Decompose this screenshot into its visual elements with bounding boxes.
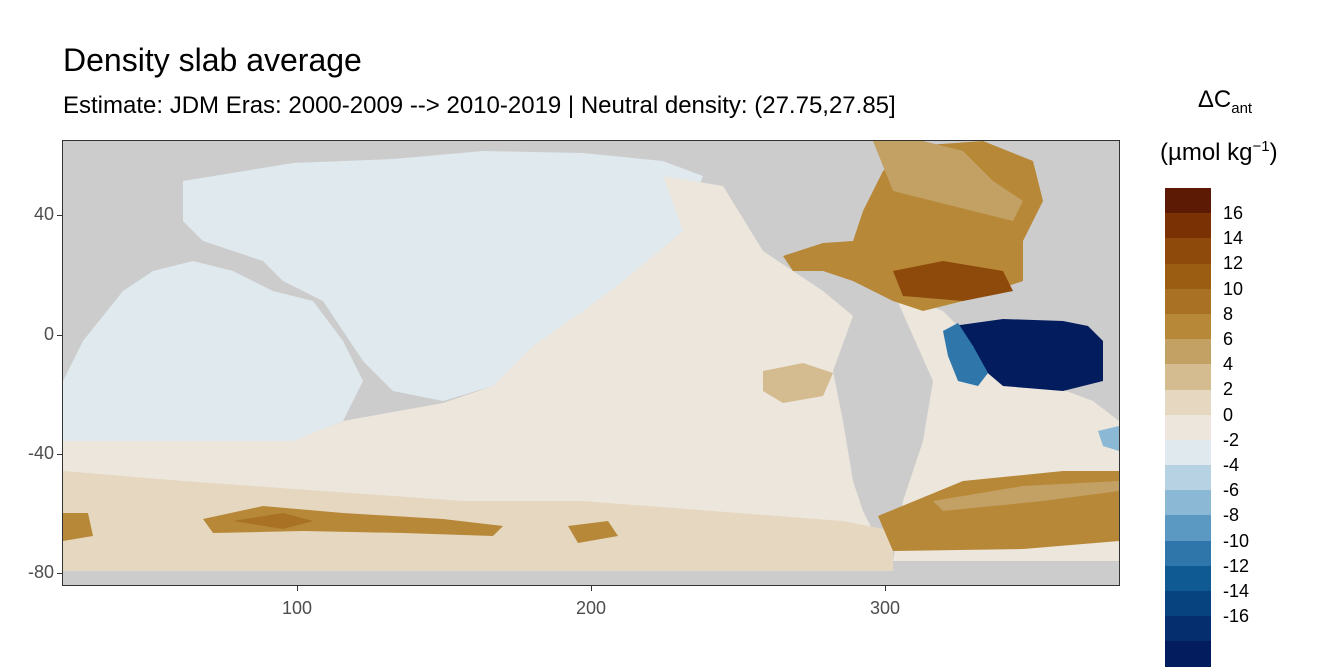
legend-label: 2 — [1223, 379, 1234, 400]
southern-ocean-patch-central — [203, 506, 503, 536]
legend-label: 12 — [1223, 253, 1244, 274]
indian-ocean-region — [63, 261, 363, 441]
y-tickmark — [57, 335, 62, 336]
y-tick-neg80: -80 — [27, 562, 54, 582]
legend-swatch — [1165, 414, 1211, 440]
x-tick-200: 200 — [575, 598, 607, 618]
legend-title-sub: ant — [1231, 99, 1253, 117]
legend-label: 6 — [1223, 329, 1234, 349]
legend-label: -12 — [1223, 555, 1250, 576]
legend-swatch — [1165, 339, 1211, 365]
chart-title: Density slab average — [63, 42, 362, 78]
southern-ocean-patch-west — [63, 513, 93, 541]
legend-swatch — [1165, 238, 1211, 264]
legend-unit-post: ) — [1269, 139, 1278, 166]
legend-swatch — [1165, 389, 1211, 415]
legend-label: -16 — [1223, 606, 1250, 627]
legend-swatch — [1165, 490, 1211, 516]
legend-swatch — [1165, 565, 1211, 591]
y-tick-neg40: -40 — [27, 443, 54, 463]
legend-swatch — [1165, 288, 1211, 314]
legend-label: 14 — [1223, 228, 1244, 249]
y-tickmark — [57, 215, 62, 216]
cape-blue-patch — [1098, 426, 1119, 451]
y-tickmark — [57, 573, 62, 574]
legend-label: -2 — [1223, 429, 1240, 450]
chart-subtitle: Estimate: JDM Eras: 2000-2009 --> 2010-2… — [63, 92, 896, 119]
tropical-atlantic-negative — [953, 319, 1103, 391]
legend-swatch — [1165, 313, 1211, 340]
y-tick-40: 40 — [33, 204, 54, 224]
legend-title-main: ΔC — [1197, 86, 1232, 113]
legend-unit: (µmol kg−1) — [1160, 138, 1320, 167]
map-svg — [63, 141, 1119, 571]
legend-unit-sup: −1 — [1252, 138, 1270, 155]
legend-swatch — [1165, 591, 1211, 617]
legend-swatch — [1165, 364, 1211, 390]
x-tickmark — [591, 586, 592, 591]
legend-label: 0 — [1223, 404, 1234, 425]
southern-ocean-patch-dark — [233, 513, 313, 529]
legend-swatch — [1165, 439, 1211, 466]
legend-label: 8 — [1223, 303, 1234, 324]
south-pacific-region — [63, 176, 883, 571]
legend-label: -4 — [1223, 455, 1240, 475]
map-panel — [62, 140, 1120, 586]
north-atlantic-dark-core — [893, 261, 1013, 301]
y-tick-0: 0 — [43, 324, 54, 344]
south-pacific-brown-blob — [763, 363, 833, 403]
north-pacific-region — [183, 151, 703, 401]
south-atlantic-light-band — [933, 481, 1119, 511]
y-tickmark — [57, 454, 62, 455]
legend-colorbar — [1165, 188, 1211, 667]
legend-swatch — [1165, 465, 1211, 491]
legend-swatch — [1165, 515, 1211, 541]
legend-swatch — [1165, 641, 1211, 667]
legend-label: 10 — [1223, 278, 1244, 299]
legend-label: -14 — [1223, 581, 1250, 601]
x-tick-100: 100 — [281, 598, 313, 618]
legend-swatch — [1165, 188, 1211, 214]
legend-swatch — [1165, 540, 1211, 566]
legend-swatch — [1165, 213, 1211, 239]
southern-ocean-patch-east — [568, 521, 618, 543]
tropical-atlantic-edge — [943, 323, 988, 386]
x-tickmark — [885, 586, 886, 591]
legend-unit-pre: (µmol kg — [1160, 139, 1253, 166]
legend-label: -8 — [1223, 505, 1240, 526]
x-tickmark — [297, 586, 298, 591]
legend-label: -6 — [1223, 480, 1240, 501]
southern-ocean-band — [63, 471, 893, 571]
legend-label: 16 — [1223, 203, 1244, 223]
legend-swatch — [1165, 263, 1211, 289]
legend-title: ΔCant — [1160, 86, 1290, 117]
north-atlantic-light-top — [873, 141, 1023, 221]
legend-swatch — [1165, 616, 1211, 642]
x-tick-300: 300 — [869, 598, 901, 618]
legend-label: 4 — [1223, 354, 1234, 375]
legend-label: -10 — [1223, 530, 1250, 551]
